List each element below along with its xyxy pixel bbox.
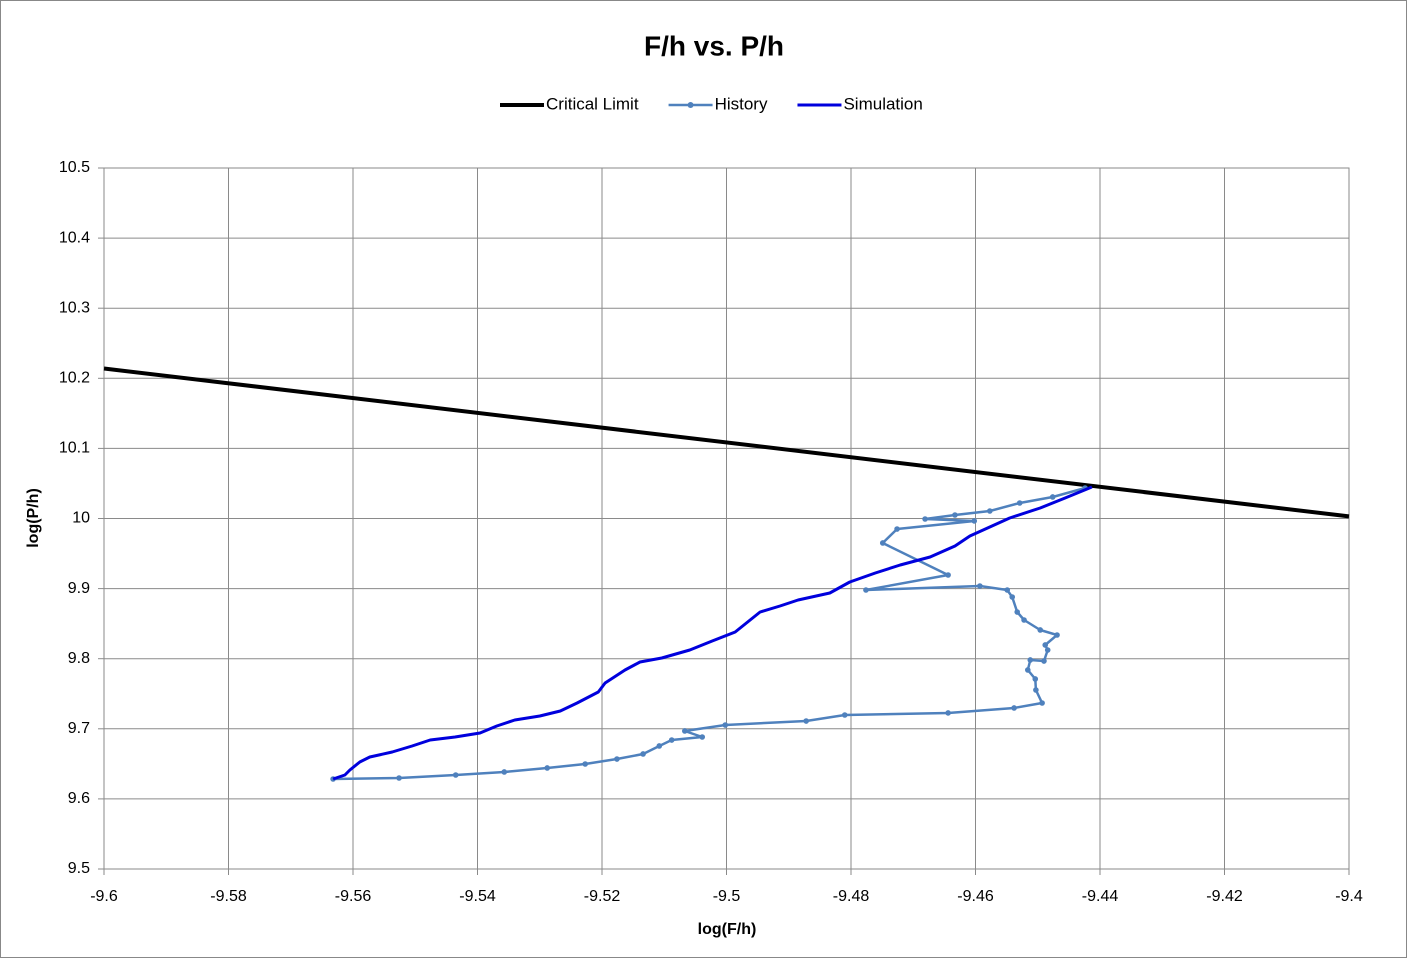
data-point (668, 737, 675, 743)
y-tick-label: 9.6 (68, 790, 90, 807)
x-tick-label: -9.52 (584, 888, 621, 905)
data-point (1044, 647, 1051, 653)
x-tick-label: -9.46 (957, 888, 994, 905)
y-tick-label: 9.8 (68, 650, 90, 667)
y-tick-label: 10 (72, 510, 90, 527)
data-point (977, 583, 983, 589)
data-point (987, 508, 993, 514)
data-point (452, 772, 459, 778)
x-tick-label: -9.5 (713, 888, 741, 905)
series-line (332, 485, 1093, 781)
data-point (582, 761, 588, 767)
x-tick-label: -9.58 (210, 888, 247, 905)
plot-area (103, 366, 1350, 782)
data-point (1054, 632, 1060, 638)
x-tick-label: -9.54 (459, 888, 496, 905)
data-point (1032, 676, 1039, 682)
legend-label: History (715, 94, 768, 113)
x-tick-label: -9.56 (335, 888, 372, 905)
data-point (945, 710, 951, 716)
data-point (722, 722, 729, 728)
data-point (1009, 594, 1016, 600)
y-tick-label: 10.2 (59, 370, 90, 387)
data-point (1014, 609, 1021, 615)
data-point (894, 526, 900, 532)
data-point (945, 572, 951, 578)
x-tick-label: -9.6 (90, 888, 118, 905)
x-tick-label: -9.4 (1335, 888, 1363, 905)
data-point (1042, 642, 1049, 648)
data-point (1037, 627, 1044, 633)
y-tick-label: 10.4 (59, 229, 90, 246)
legend-marker (687, 102, 694, 108)
data-point (681, 728, 688, 734)
data-point (952, 512, 958, 518)
data-point (1016, 500, 1023, 506)
data-point (841, 712, 848, 718)
data-point (396, 775, 402, 781)
data-point (1011, 705, 1017, 711)
y-tick-label: 10.1 (59, 440, 90, 457)
y-tick-label: 9.7 (68, 720, 90, 737)
data-point (1024, 667, 1031, 673)
data-point (1004, 587, 1011, 593)
data-point (501, 769, 508, 775)
data-point (803, 718, 809, 724)
y-axis-title: log(P/h) (25, 488, 42, 548)
data-point (863, 587, 869, 593)
data-point (971, 518, 978, 524)
x-tick-label: -9.42 (1206, 888, 1243, 905)
data-point (544, 765, 551, 771)
data-point (1033, 687, 1039, 693)
data-point (656, 743, 663, 749)
data-point (922, 516, 928, 522)
y-tick-label: 9.9 (68, 580, 90, 597)
grid: 9.5 9.6 9.7 9.8 9.9 10 10.1 10.2 10.3 10.4 10.5 -9.… (59, 159, 1363, 905)
data-point (1039, 700, 1045, 706)
x-tick-label: -9.44 (1082, 888, 1119, 905)
data-point (1049, 494, 1056, 500)
y-tick-label: 10.5 (59, 159, 90, 176)
data-point (640, 751, 646, 757)
data-point (1041, 658, 1047, 664)
legend: Critical Limit History Simulation (500, 94, 923, 113)
series-line (103, 366, 1350, 519)
y-tick-label: 9.5 (68, 860, 90, 877)
legend-label: Critical Limit (546, 94, 639, 113)
chart-title: F/h vs. P/h (644, 30, 784, 61)
data-point (699, 734, 706, 740)
x-tick-label: -9.48 (833, 888, 870, 905)
data-point (879, 540, 886, 546)
legend-label: Simulation (843, 94, 922, 113)
x-axis-title: log(F/h) (698, 921, 757, 938)
plot-border (103, 167, 1350, 870)
y-tick-label: 10.3 (59, 299, 90, 316)
data-point (1021, 617, 1027, 623)
data-point (1027, 657, 1034, 663)
data-point (614, 756, 620, 762)
